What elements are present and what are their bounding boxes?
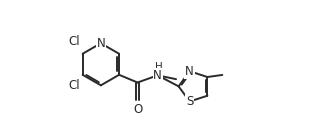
- Text: O: O: [133, 102, 142, 116]
- Text: N: N: [96, 37, 105, 50]
- Text: Cl: Cl: [68, 79, 79, 92]
- Text: Cl: Cl: [68, 35, 79, 48]
- Text: H: H: [155, 62, 163, 72]
- Text: N: N: [153, 69, 162, 82]
- Text: N: N: [185, 65, 194, 78]
- Text: S: S: [186, 95, 193, 108]
